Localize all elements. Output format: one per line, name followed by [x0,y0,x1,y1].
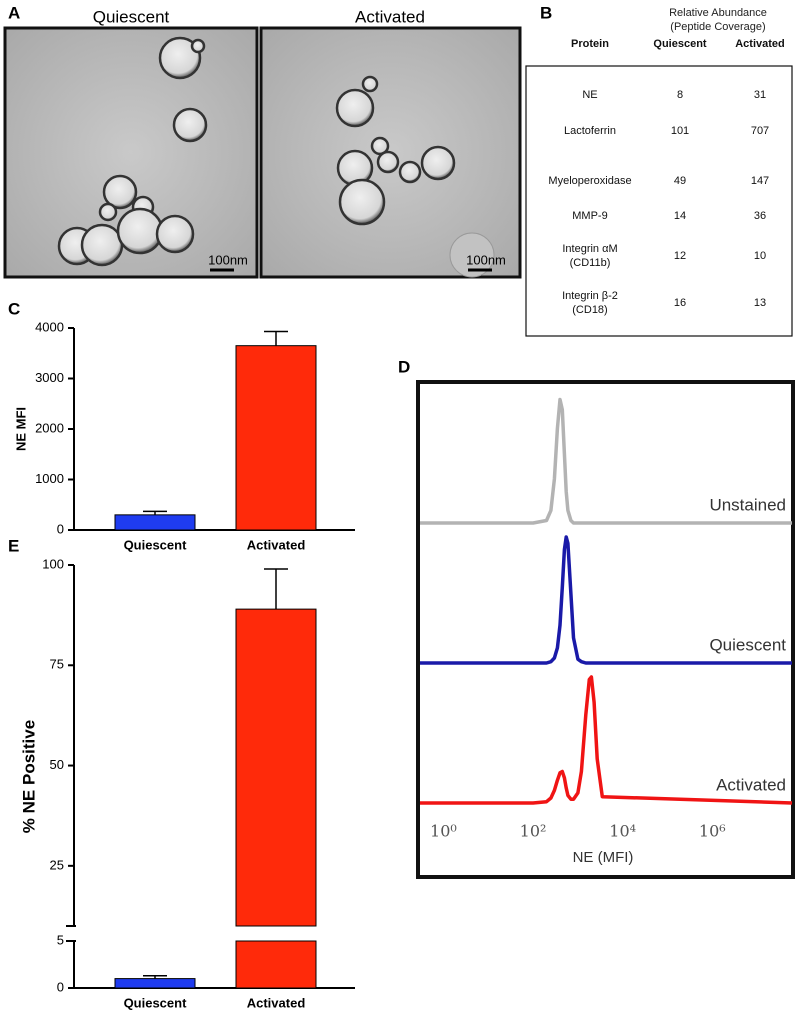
micrograph-quiescent [3,26,259,279]
table-box [525,65,793,337]
table-value: 16 [673,297,687,309]
table-value: 707 [750,125,770,137]
protein-name: Lactoferrin [564,125,616,137]
y-tick-label: 0 [57,521,64,536]
bar [235,345,317,531]
table-value: 13 [753,297,767,309]
bar [114,514,196,531]
series-label: Quiescent [709,635,786,654]
image-title: Quiescent [93,7,170,26]
y-tick-label: 100 [42,556,64,571]
y-tick-label: 5 [57,932,64,947]
panel-label: E [8,536,19,555]
y-tick-label: 50 [50,757,64,772]
y-tick-label: 2000 [35,420,64,435]
panel-label: A [8,3,20,22]
histogram-curve [420,397,792,525]
y-tick-label: 1000 [35,471,64,486]
x-axis-label: NE (MFI) [573,849,634,866]
image-title: Activated [355,7,425,26]
histogram-curve [420,535,792,665]
y-axis-label: NE MFI [13,407,28,451]
x-tick-label: 10² [520,822,547,841]
panel-label: B [540,3,552,22]
table-value: 14 [673,210,687,222]
scale-bar-label: 100nm [466,252,506,267]
table-value: 36 [753,210,767,222]
y-axis-label: % NE Positive [19,720,38,833]
x-tick-label: 10⁴ [609,822,636,841]
table-value: 147 [750,175,770,187]
scale-bar-label: 100nm [208,252,248,267]
table-header: Relative Abundance (Peptide Coverage) [669,7,767,33]
x-tick-label: 10⁰ [430,822,457,841]
x-tick-label: 10⁶ [699,822,726,841]
table-value: 31 [753,89,767,101]
table-value: 12 [673,250,687,262]
x-tick-label: Activated [247,995,306,1010]
y-tick-label: 0 [57,979,64,994]
column-header: Protein [571,38,609,50]
protein-name: Myeloperoxidase [548,175,632,187]
table-value: 101 [670,125,690,137]
histogram-curve [420,675,793,805]
x-tick-label: Quiescent [124,995,188,1010]
bar [114,978,196,989]
protein-name: Integrin αM (CD11b) [562,243,618,269]
y-tick-label: 75 [50,657,64,672]
series-label: Activated [716,775,786,794]
panel-label: C [8,299,20,318]
y-tick-label: 25 [50,857,64,872]
bar [235,940,317,989]
table-value: 8 [676,89,684,101]
y-tick-label: 3000 [35,370,64,385]
column-header: Quiescent [653,38,707,50]
column-header: Activated [735,38,785,50]
x-tick-label: Activated [247,537,306,552]
series-label: Unstained [709,495,786,514]
protein-name: NE [582,89,598,101]
x-tick-label: Quiescent [124,537,188,552]
micrograph-activated [259,26,522,279]
y-tick-label: 4000 [35,319,64,334]
bar [235,608,317,927]
protein-name: MMP-9 [572,210,608,222]
table-value: 49 [673,175,687,187]
panel-label: D [398,357,410,376]
protein-name: Integrin β-2 (CD18) [562,290,618,316]
table-value: 10 [753,250,767,262]
histogram-box [416,380,795,879]
